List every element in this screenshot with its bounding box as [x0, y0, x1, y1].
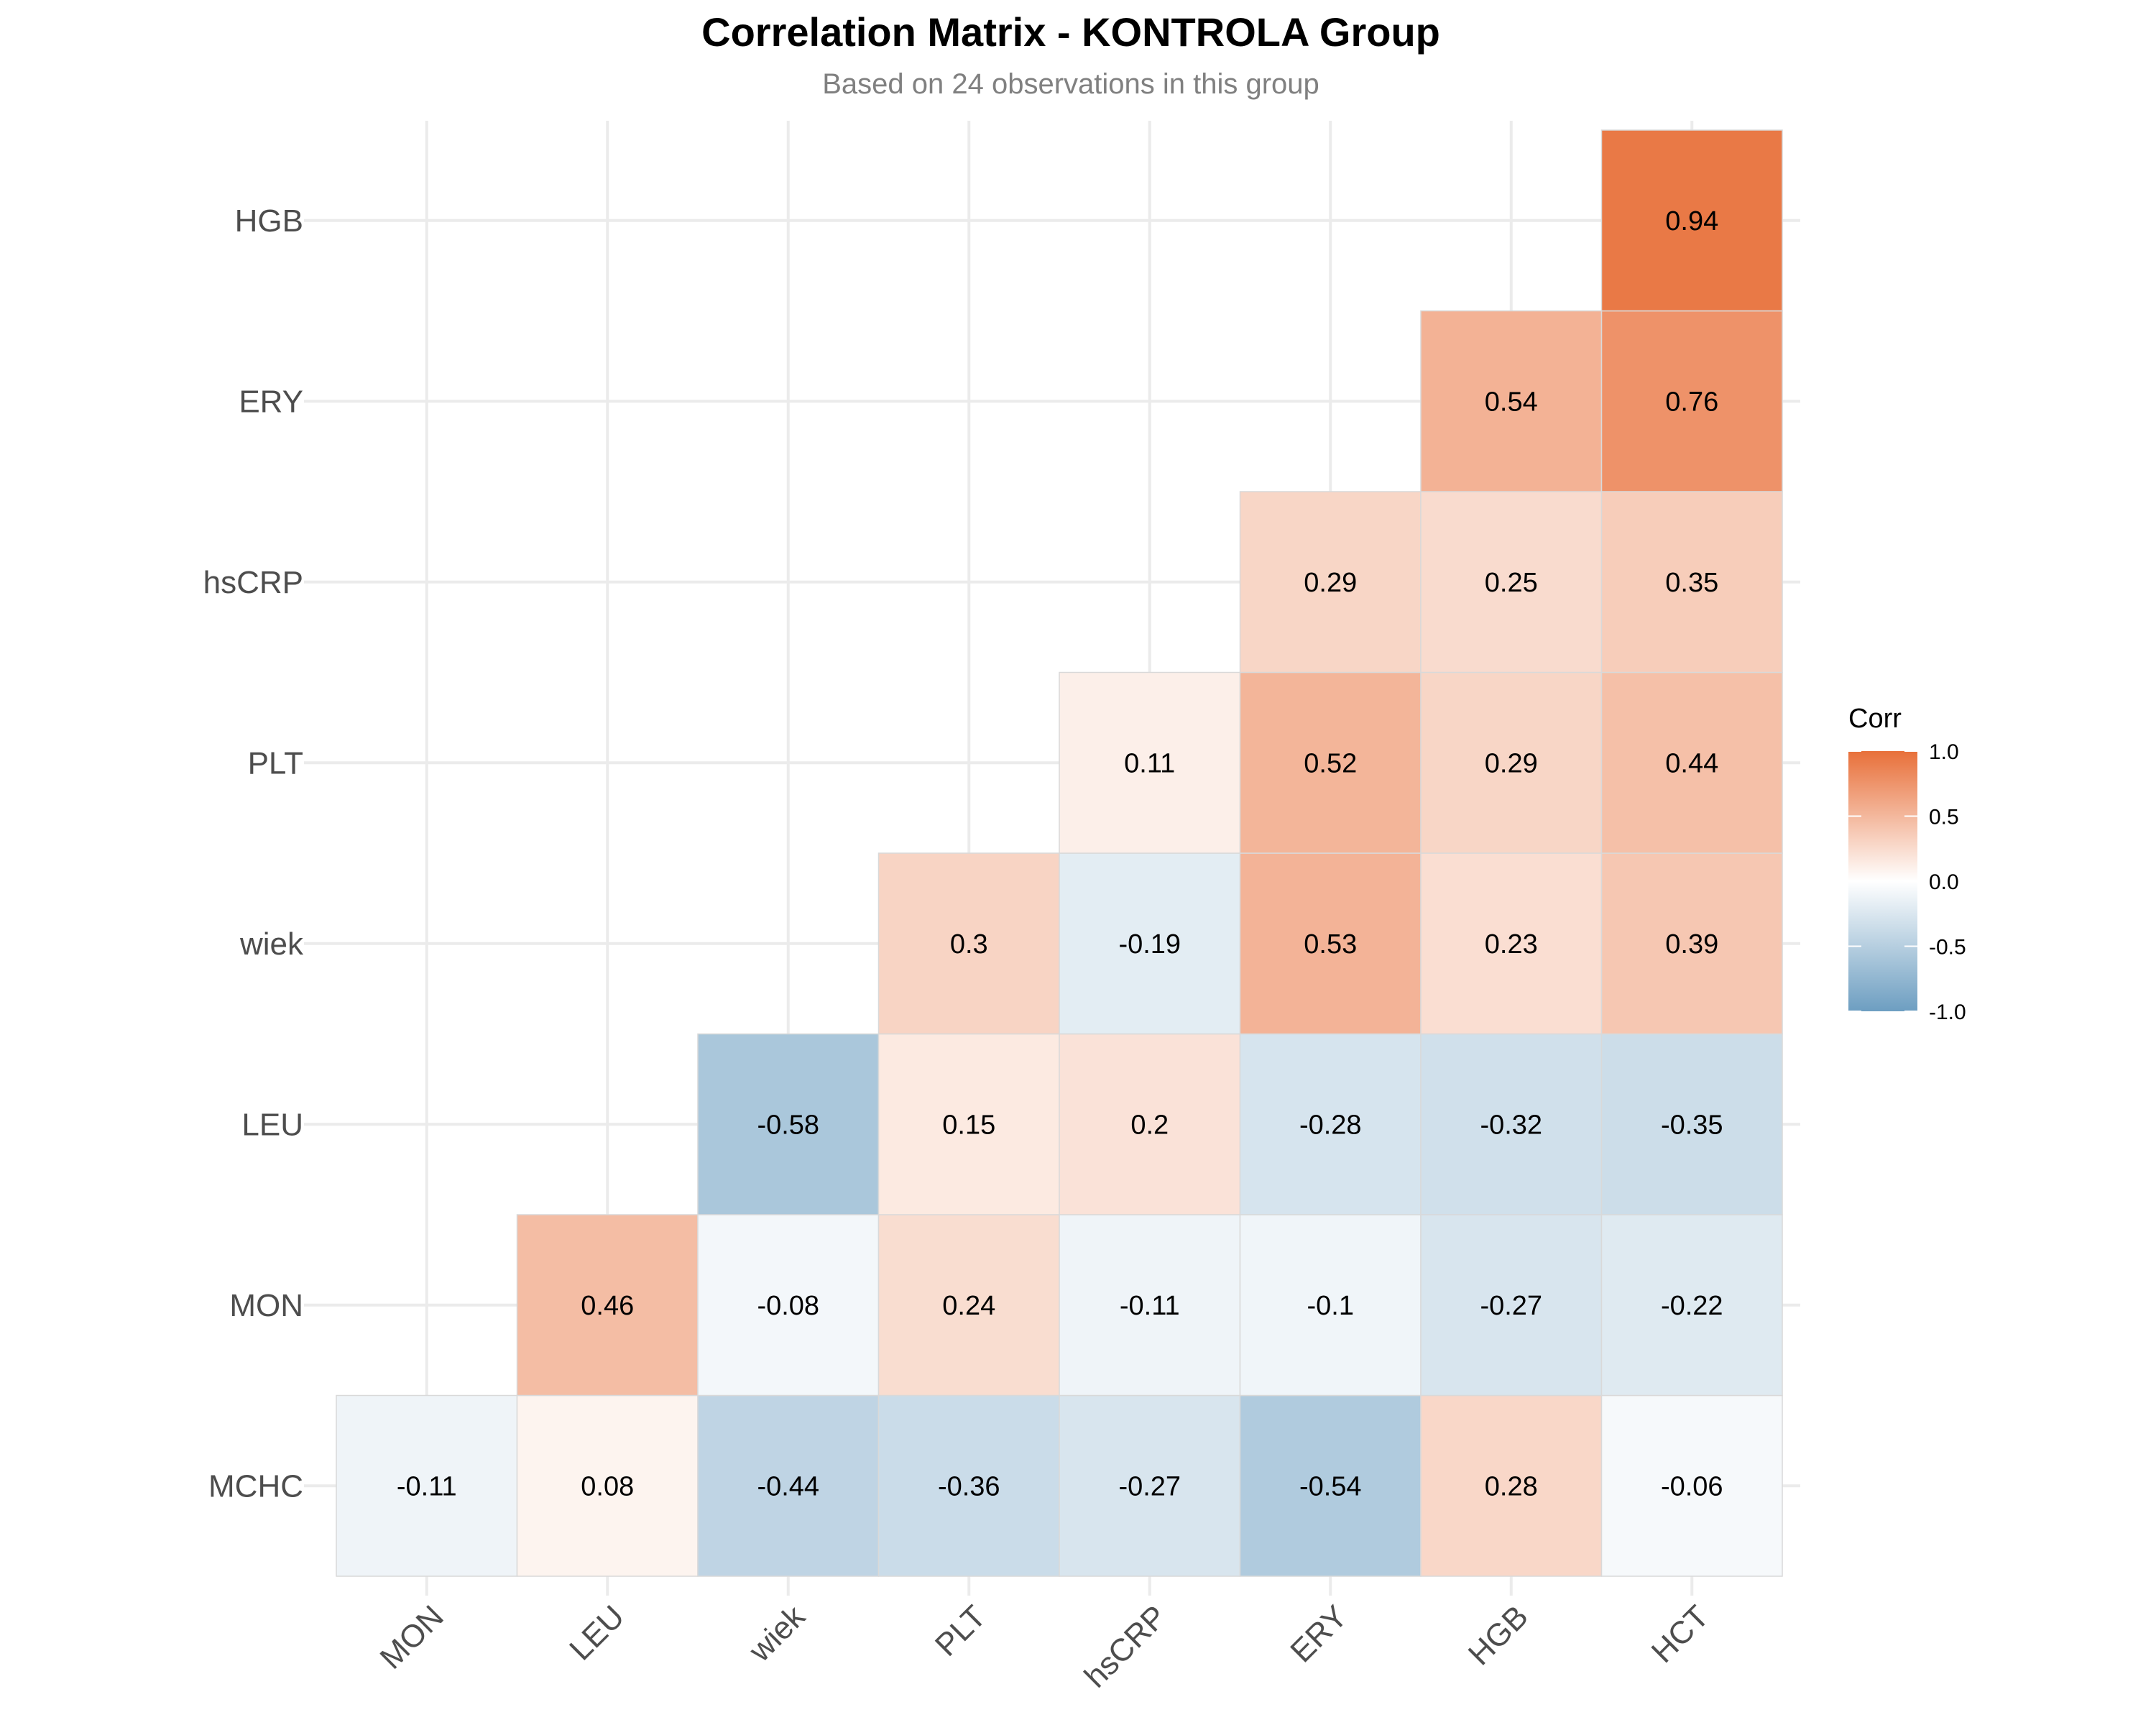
legend-tick-label: 0.5	[1929, 806, 1959, 829]
cell-value-label: -0.11	[1120, 1291, 1180, 1321]
cell-value-label: -0.27	[1480, 1291, 1542, 1321]
heatmap-cell-LEU-PLT	[877, 1033, 1060, 1215]
cell-value-label: -0.35	[1661, 1110, 1723, 1140]
legend-tick-label: 1.0	[1929, 740, 1959, 764]
heatmap-cell-MCHC-MON	[336, 1394, 518, 1577]
cell-value-label: -0.58	[757, 1110, 819, 1140]
y-tick-label-LEU: LEU	[241, 1107, 303, 1142]
heatmap-cell-MON-wiek	[697, 1214, 880, 1397]
heatmap-cell-MON-HCT	[1600, 1214, 1783, 1397]
cell-value-label: 0.29	[1304, 568, 1357, 598]
cell-value-label: 0.76	[1665, 387, 1718, 417]
heatmap-cell-MON-LEU	[516, 1214, 699, 1397]
cell-value-label: 0.46	[581, 1291, 634, 1321]
cell-value-label: 0.15	[942, 1110, 995, 1140]
x-tick-label-hsCRP: hsCRP	[1078, 1598, 1174, 1694]
cell-value-label: -0.36	[938, 1471, 1000, 1501]
heatmap-cell-MON-ERY	[1239, 1214, 1422, 1397]
heatmap-cell-MCHC-wiek	[697, 1394, 880, 1577]
y-tick-label-MON: MON	[229, 1288, 303, 1323]
cell-value-labels: -0.11 0.08 -0.44 -0.36 -0.27 -0.54 0.28 -0.06 0.…	[397, 206, 1723, 1502]
y-tick-label-PLT: PLT	[248, 745, 303, 781]
cell-value-label: -0.1	[1307, 1291, 1354, 1321]
x-tick-label-wiek: wiek	[742, 1598, 812, 1669]
y-axis-tick-labels: MCHC MON LEU wiek PLT hsCRP ERY HGB	[203, 203, 304, 1504]
heatmap-cell-MCHC-LEU	[516, 1394, 699, 1577]
cell-value-label: 0.52	[1304, 748, 1357, 778]
heatmap-cell-LEU-HCT	[1600, 1033, 1783, 1215]
cell-value-label: 0.3	[950, 929, 988, 960]
heatmap-cell-MON-hsCRP	[1059, 1214, 1241, 1397]
heatmap-cell-MCHC-HGB	[1420, 1394, 1603, 1577]
cell-value-label: -0.32	[1480, 1110, 1542, 1140]
cell-value-label: 0.28	[1485, 1471, 1538, 1501]
cell-value-label: 0.2	[1130, 1110, 1169, 1140]
heatmap-cell-LEU-HGB	[1420, 1033, 1603, 1215]
chart-subtitle: Based on 24 observations in this group	[822, 68, 1319, 100]
x-tick-label-HGB: HGB	[1462, 1598, 1535, 1672]
color-legend: Corr 1.0 0.5 0.0 -0.5 -1.0	[1848, 704, 1966, 1024]
legend-ticks: 1.0 0.5 0.0 -0.5 -1.0	[1848, 740, 1966, 1024]
cell-value-label: -0.11	[397, 1471, 457, 1501]
cell-value-label: 0.29	[1485, 748, 1538, 778]
cell-value-label: 0.53	[1304, 929, 1357, 960]
heatmap-cell-hsCRP-ERY	[1239, 491, 1422, 673]
heatmap-cell-PLT-HCT	[1600, 671, 1783, 854]
cell-value-label: 0.39	[1665, 929, 1718, 960]
heatmap-cell-ERY-HGB	[1420, 310, 1603, 492]
cell-value-label: 0.94	[1665, 206, 1718, 236]
heatmap-cell-PLT-hsCRP	[1059, 671, 1241, 854]
heatmap-cell-MCHC-PLT	[877, 1394, 1060, 1577]
cell-value-label: 0.23	[1485, 929, 1538, 960]
heatmap-cell-LEU-hsCRP	[1059, 1033, 1241, 1215]
y-tick-label-HGB: HGB	[235, 203, 303, 239]
y-tick-label-hsCRP: hsCRP	[203, 565, 303, 600]
cell-value-label: -0.19	[1118, 929, 1181, 960]
heatmap-cell-wiek-HCT	[1600, 852, 1783, 1035]
x-tick-label-ERY: ERY	[1284, 1598, 1354, 1669]
cell-value-label: 0.08	[581, 1471, 634, 1501]
heatmap-cell-LEU-wiek	[697, 1033, 880, 1215]
heatmap-cells	[336, 129, 1783, 1577]
y-tick-label-wiek: wiek	[239, 926, 304, 962]
x-axis-tick-labels: MON LEU wiek PLT hsCRP ERY HGB HCT	[374, 1598, 1716, 1695]
heatmap-cell-MON-HGB	[1420, 1214, 1603, 1397]
heatmap-cell-wiek-PLT	[877, 852, 1060, 1035]
heatmap-cell-ERY-HCT	[1600, 310, 1783, 492]
cell-value-label: -0.22	[1661, 1291, 1723, 1321]
heatmap-cell-PLT-ERY	[1239, 671, 1422, 854]
x-tick-label-LEU: LEU	[563, 1598, 631, 1667]
cell-value-label: -0.54	[1299, 1471, 1362, 1501]
heatmap-cell-wiek-hsCRP	[1059, 852, 1241, 1035]
heatmap-cell-MCHC-hsCRP	[1059, 1394, 1241, 1577]
legend-tick-label: -0.5	[1929, 936, 1966, 960]
x-tick-label-PLT: PLT	[929, 1598, 992, 1662]
cell-value-label: -0.08	[757, 1291, 819, 1321]
cell-value-label: 0.11	[1124, 748, 1175, 778]
cell-value-label: 0.54	[1485, 387, 1538, 417]
x-tick-label-HCT: HCT	[1645, 1598, 1716, 1670]
cell-value-label: -0.28	[1299, 1110, 1362, 1140]
heatmap-cell-MCHC-ERY	[1239, 1394, 1422, 1577]
chart-title: Correlation Matrix - KONTROLA Group	[701, 9, 1440, 55]
x-tick-label-MON: MON	[374, 1598, 451, 1675]
heatmap-cell-LEU-ERY	[1239, 1033, 1422, 1215]
heatmap-cell-hsCRP-HGB	[1420, 491, 1603, 673]
y-tick-label-ERY: ERY	[239, 384, 303, 419]
cell-value-label: -0.44	[757, 1471, 819, 1501]
heatmap-cell-MCHC-HCT	[1600, 1394, 1783, 1577]
cell-value-label: 0.35	[1665, 568, 1718, 598]
heatmap-cell-MON-PLT	[877, 1214, 1060, 1397]
cell-value-label: 0.25	[1485, 568, 1538, 598]
legend-title: Corr	[1848, 704, 1902, 734]
cell-value-label: 0.24	[942, 1291, 995, 1321]
cell-value-label: 0.44	[1665, 748, 1718, 778]
y-tick-label-MCHC: MCHC	[208, 1468, 303, 1504]
cell-value-label: -0.27	[1118, 1471, 1181, 1501]
cell-value-label: -0.06	[1661, 1471, 1723, 1501]
heatmap-cell-HGB-HCT	[1600, 129, 1783, 312]
legend-tick-label: -1.0	[1929, 1000, 1966, 1024]
legend-tick-label: 0.0	[1929, 870, 1959, 894]
